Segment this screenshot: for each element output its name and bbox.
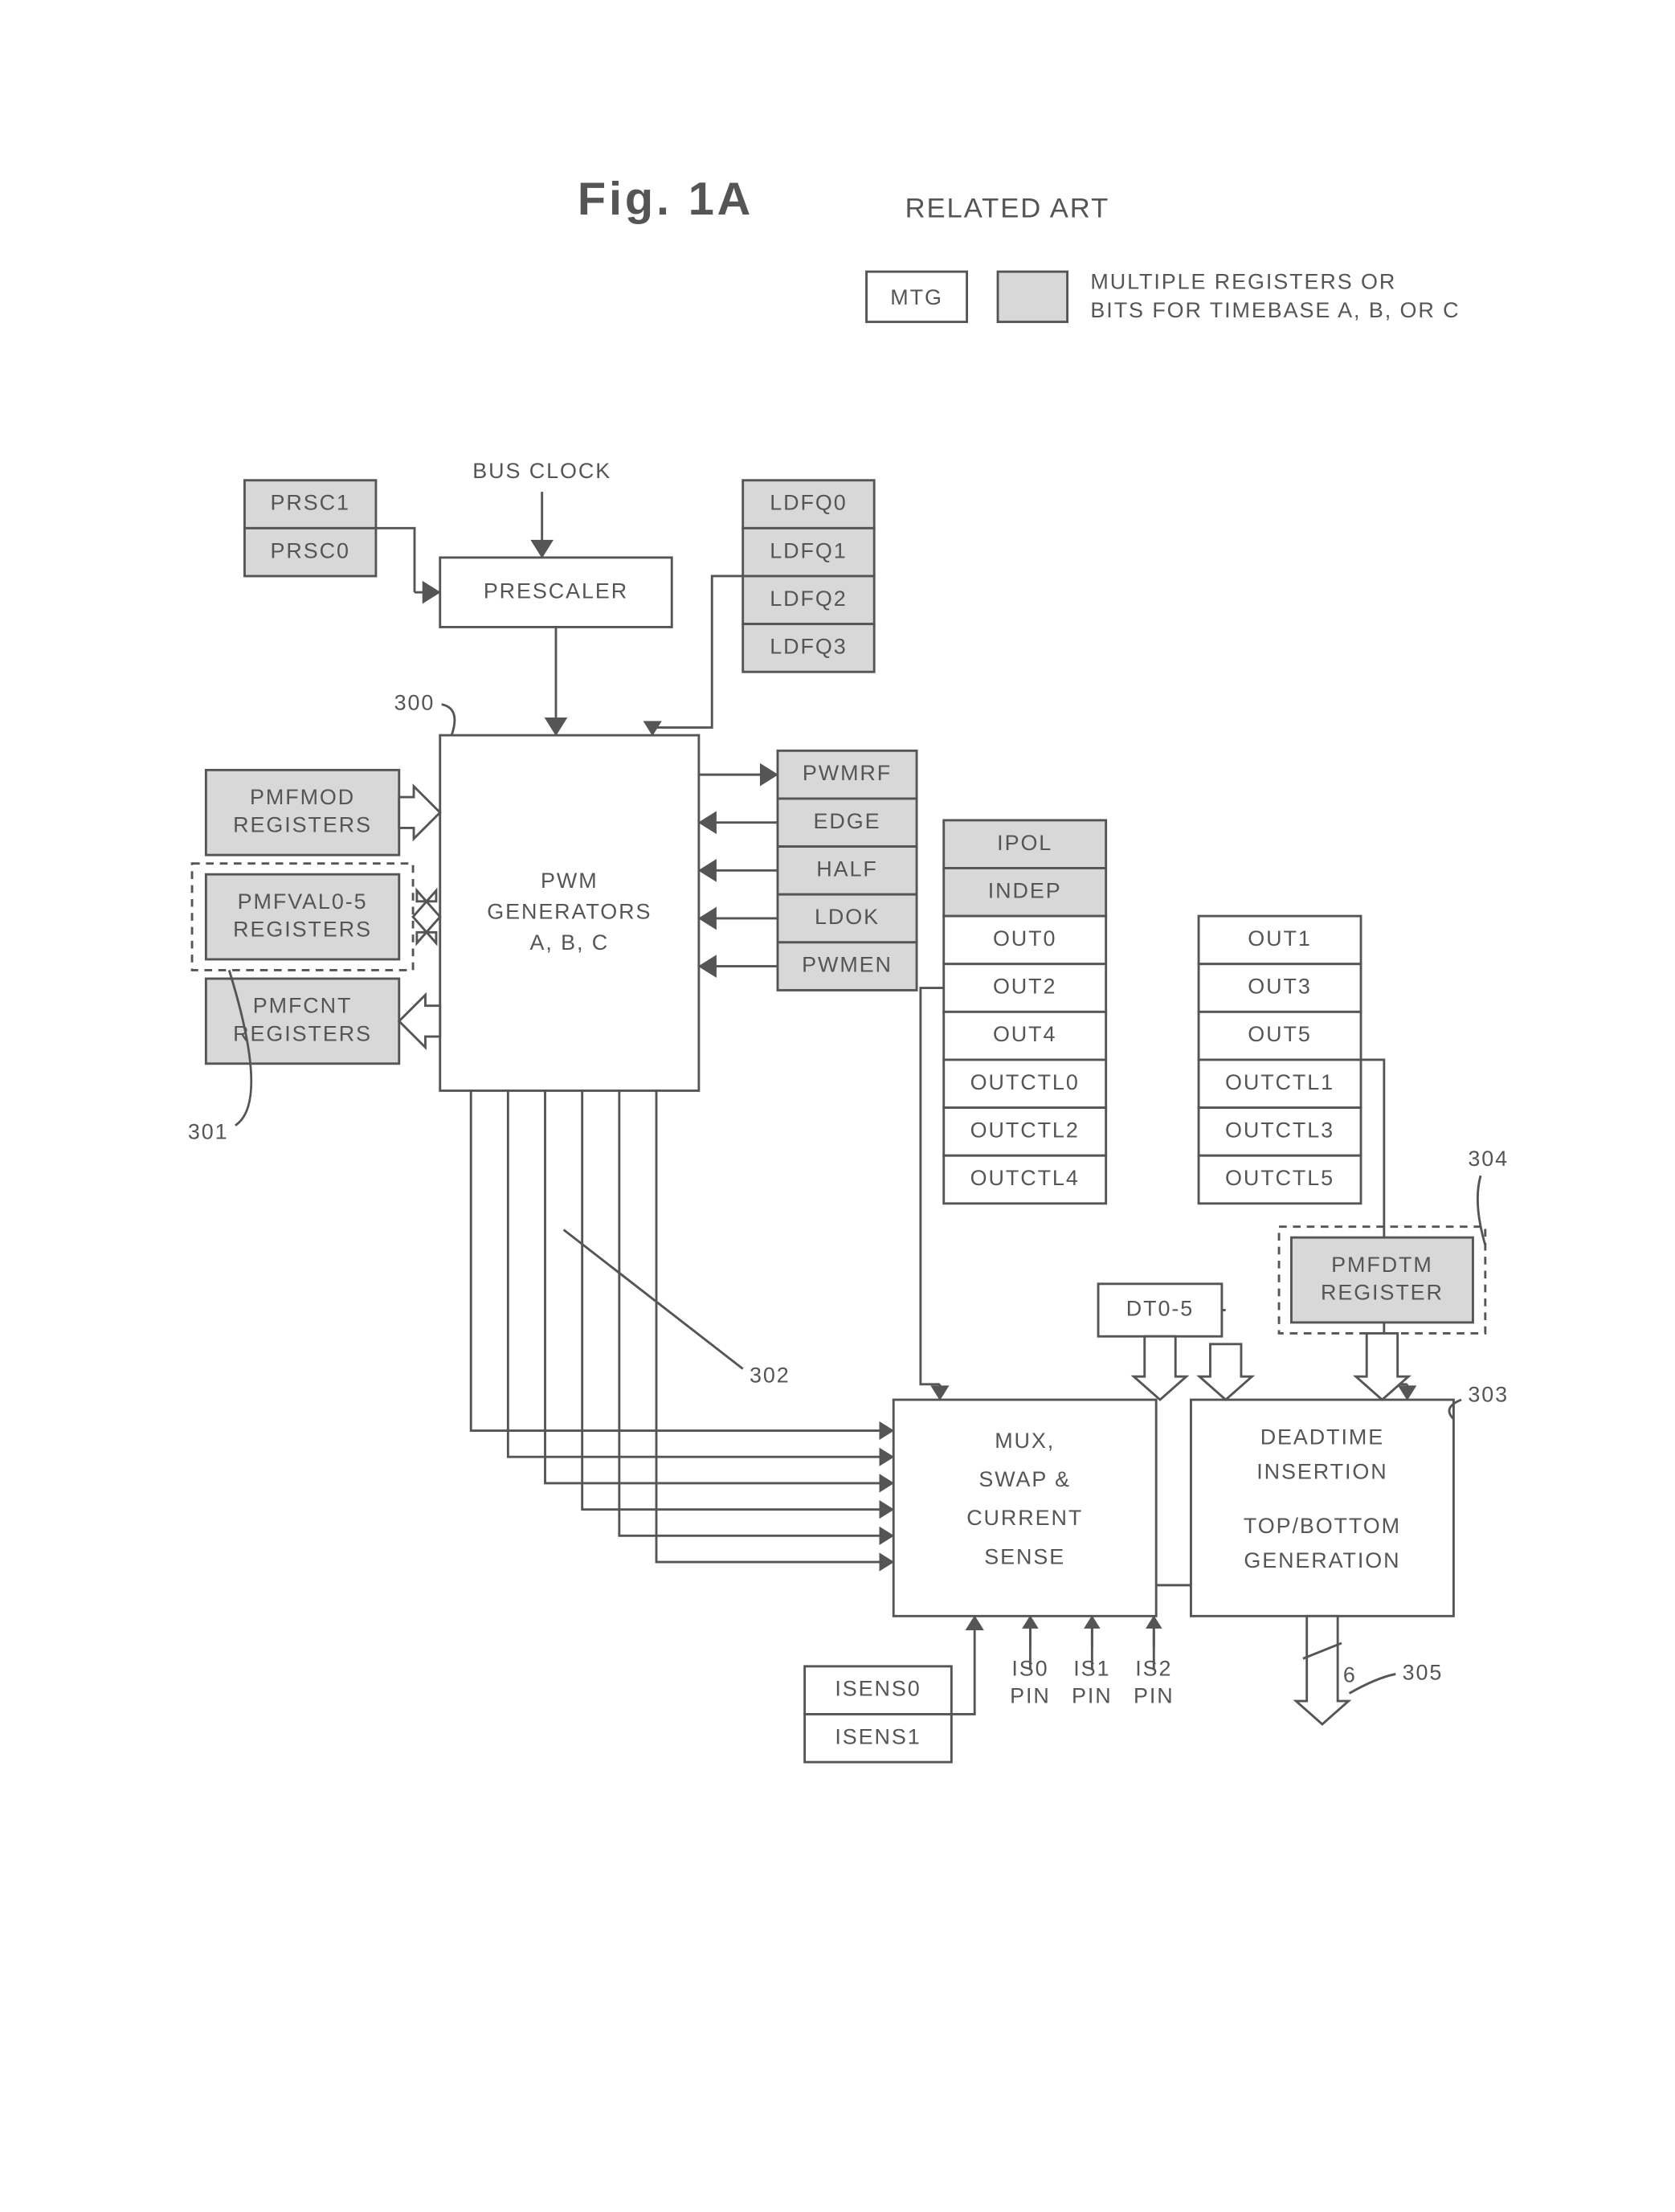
svg-text:GENERATORS: GENERATORS [487, 899, 652, 923]
svg-text:SENSE: SENSE [984, 1544, 1065, 1568]
svg-text:PMFVAL0-5: PMFVAL0-5 [238, 889, 368, 914]
svg-text:OUTCTL5: OUTCTL5 [1225, 1166, 1334, 1190]
svg-text:300: 300 [394, 691, 435, 715]
svg-text:PRESCALER: PRESCALER [484, 579, 628, 603]
svg-text:HALF: HALF [816, 857, 877, 881]
svg-text:PMFDTM: PMFDTM [1331, 1253, 1433, 1277]
svg-text:6: 6 [1343, 1662, 1357, 1687]
svg-text:OUTCTL0: OUTCTL0 [970, 1070, 1080, 1094]
svg-text:DT0-5: DT0-5 [1126, 1297, 1194, 1321]
svg-text:EDGE: EDGE [814, 809, 881, 833]
svg-text:LDFQ3: LDFQ3 [770, 635, 847, 659]
svg-text:OUTCTL1: OUTCTL1 [1225, 1070, 1334, 1094]
svg-text:TOP/BOTTOM: TOP/BOTTOM [1244, 1514, 1401, 1538]
svg-text:302: 302 [750, 1363, 791, 1387]
svg-text:INDEP: INDEP [988, 878, 1062, 902]
svg-text:OUTCTL3: OUTCTL3 [1225, 1118, 1334, 1143]
svg-text:INSERTION: INSERTION [1256, 1460, 1387, 1484]
svg-text:SWAP &: SWAP & [978, 1467, 1071, 1491]
svg-text:PRSC0: PRSC0 [271, 538, 350, 562]
svg-text:ISENS1: ISENS1 [835, 1724, 921, 1748]
svg-text:OUT0: OUT0 [993, 926, 1056, 951]
svg-text:DEADTIME: DEADTIME [1260, 1425, 1384, 1449]
svg-text:IPOL: IPOL [997, 831, 1052, 855]
svg-text:Fig. 1A: Fig. 1A [578, 174, 754, 225]
svg-text:303: 303 [1468, 1382, 1509, 1406]
svg-text:LDFQ2: LDFQ2 [770, 587, 847, 611]
svg-text:PIN: PIN [1072, 1683, 1113, 1707]
svg-text:PWMRF: PWMRF [803, 761, 892, 785]
svg-text:301: 301 [188, 1119, 229, 1143]
svg-text:PWM: PWM [541, 869, 599, 893]
svg-text:OUTCTL4: OUTCTL4 [970, 1166, 1080, 1190]
svg-text:MTG: MTG [890, 285, 943, 309]
svg-text:REGISTERS: REGISTERS [233, 813, 372, 837]
svg-text:LDOK: LDOK [815, 905, 880, 929]
svg-text:LDFQ0: LDFQ0 [770, 491, 847, 515]
svg-text:ISENS0: ISENS0 [835, 1677, 921, 1701]
svg-text:A, B, C: A, B, C [529, 930, 609, 955]
svg-text:304: 304 [1468, 1147, 1509, 1171]
svg-text:OUT5: OUT5 [1248, 1022, 1311, 1046]
svg-text:305: 305 [1403, 1661, 1444, 1685]
svg-text:BITS FOR TIMEBASE A, B, OR C: BITS FOR TIMEBASE A, B, OR C [1090, 298, 1460, 322]
svg-text:PRSC1: PRSC1 [271, 491, 350, 515]
svg-text:PMFMOD: PMFMOD [250, 785, 355, 809]
svg-text:RELATED ART: RELATED ART [905, 193, 1110, 223]
svg-text:REGISTERS: REGISTERS [233, 1021, 372, 1045]
svg-text:REGISTER: REGISTER [1321, 1280, 1444, 1304]
svg-text:PWMEN: PWMEN [802, 953, 893, 977]
svg-text:PIN: PIN [1010, 1683, 1051, 1707]
svg-text:REGISTERS: REGISTERS [233, 917, 372, 941]
block-diagram: Fig. 1A RELATED ART MTG MULTIPLE REGISTERS … [32, 32, 1643, 2159]
svg-text:PIN: PIN [1134, 1683, 1175, 1707]
svg-text:OUT1: OUT1 [1248, 926, 1311, 951]
svg-text:MULTIPLE REGISTERS OR: MULTIPLE REGISTERS OR [1090, 270, 1396, 294]
svg-text:MUX,: MUX, [995, 1429, 1055, 1453]
svg-text:PMFCNT: PMFCNT [253, 994, 353, 1018]
svg-text:OUT2: OUT2 [993, 975, 1056, 999]
svg-text:OUT3: OUT3 [1248, 975, 1311, 999]
svg-text:GENERATION: GENERATION [1244, 1548, 1400, 1572]
svg-text:OUT4: OUT4 [993, 1022, 1056, 1046]
svg-text:OUTCTL2: OUTCTL2 [970, 1118, 1080, 1143]
svg-text:LDFQ1: LDFQ1 [770, 538, 847, 562]
svg-text:CURRENT: CURRENT [966, 1506, 1083, 1530]
svg-text:BUS CLOCK: BUS CLOCK [472, 459, 611, 483]
